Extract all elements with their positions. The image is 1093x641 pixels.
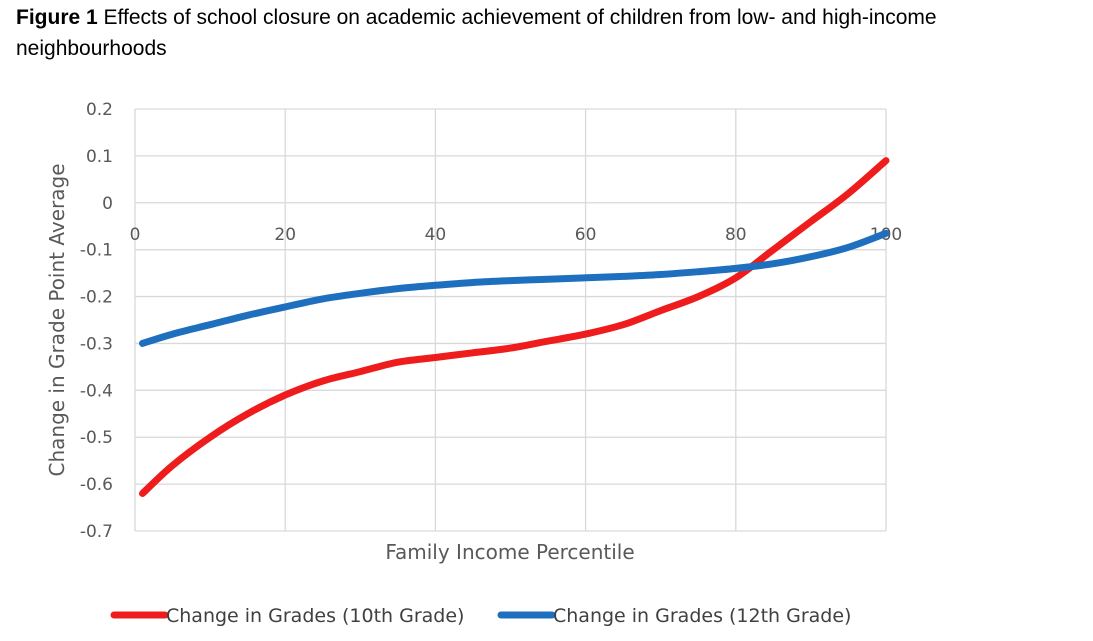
y-tick-label: -0.1	[80, 241, 113, 261]
figure-caption: Figure 1 Effects of school closure on ac…	[16, 2, 1076, 64]
x-tick-label: 40	[425, 225, 447, 245]
x-axis-title: Family Income Percentile	[385, 540, 634, 564]
y-axis-ticks: 0.2 0.1 0 -0.1 -0.2 -0.3 -0.4 -0.5 -0.6 -0.7	[80, 100, 113, 542]
y-tick-label: -0.5	[80, 428, 113, 448]
legend-label: Change in Grades (12th Grade)	[553, 605, 851, 627]
x-tick-label: 20	[274, 225, 296, 245]
y-tick-label: 0.1	[86, 147, 113, 167]
series-lines	[139, 157, 890, 497]
y-tick-label: -0.6	[80, 475, 113, 495]
series-line-12th-grade	[139, 229, 890, 347]
x-tick-label: 80	[725, 225, 747, 245]
gridlines	[134, 108, 887, 532]
y-tick-label: 0	[102, 194, 113, 214]
y-axis-title: Change in Grade Point Average	[45, 164, 69, 477]
y-tick-label: -0.3	[80, 334, 113, 354]
x-tick-label: 60	[575, 225, 597, 245]
y-tick-label: -0.2	[80, 288, 113, 308]
x-tick-label: 0	[130, 225, 141, 245]
figure-caption-text: Effects of school closure on academic ac…	[16, 6, 937, 60]
y-tick-label: 0.2	[86, 100, 113, 120]
y-tick-label: -0.4	[80, 381, 113, 401]
series-line-10th-grade	[139, 157, 890, 497]
legend: Change in Grades (10th Grade) Change in G…	[110, 605, 851, 627]
x-axis-ticks: 0 20 40 60 80 100	[130, 225, 903, 245]
legend-label: Change in Grades (10th Grade)	[166, 605, 464, 627]
figure-label: Figure 1	[16, 6, 98, 29]
y-tick-label: -0.7	[80, 522, 113, 542]
